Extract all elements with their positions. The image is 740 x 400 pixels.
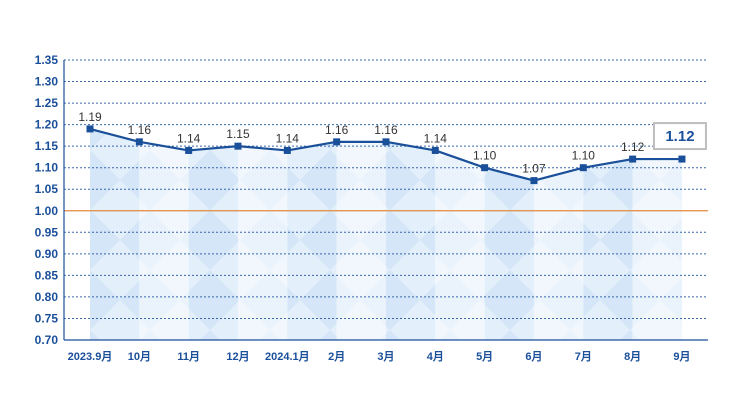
x-tick-labels: 2023.9月 10月 11月 12月 2024.1月 2月 3月 4月 5月 6月 7月 8月 9月 xyxy=(68,350,691,363)
x-tick-label: 7月 xyxy=(575,350,592,363)
area-segment-texture xyxy=(90,128,140,340)
data-label: 1.10 xyxy=(572,149,596,163)
area-segment-texture xyxy=(385,141,436,340)
data-label: 1.16 xyxy=(325,123,349,137)
data-label: 1.14 xyxy=(424,131,448,145)
highlight-box xyxy=(652,122,707,151)
data-point xyxy=(86,125,94,133)
y-tick-label: 0.90 xyxy=(35,247,59,261)
x-tick-label: 9月 xyxy=(673,350,690,363)
y-tick-label: 1.35 xyxy=(35,53,59,67)
x-tick-label: 2023.9月 xyxy=(68,350,113,363)
grid-lines xyxy=(64,59,708,319)
data-label: 1.14 xyxy=(276,131,300,145)
data-label: 1.12 xyxy=(621,140,645,154)
data-point xyxy=(135,138,143,146)
data-point xyxy=(431,146,439,154)
data-label: 1.10 xyxy=(473,149,497,163)
data-point xyxy=(234,142,242,150)
y-tick-label: 0.95 xyxy=(35,225,59,239)
data-label: 1.14 xyxy=(177,131,201,145)
data-label: 1.15 xyxy=(226,127,250,141)
y-tick-label: 1.30 xyxy=(35,75,59,89)
data-point xyxy=(481,164,489,172)
data-point xyxy=(629,155,637,163)
x-tick-label: 12月 xyxy=(226,350,249,363)
x-tick-label: 4月 xyxy=(427,350,444,363)
highlight-value: 1.12 xyxy=(665,128,694,145)
y-tick-label: 1.20 xyxy=(35,118,59,132)
data-label: 1.16 xyxy=(128,123,152,137)
data-labels: 1.19 1.16 1.14 1.15 1.14 1.16 1.16 1.14 1.10 1.07… xyxy=(78,110,644,176)
area-segment-texture xyxy=(336,141,386,340)
highlight-callout: 1.12 xyxy=(652,122,707,151)
area-segment-texture xyxy=(583,159,633,340)
data-point xyxy=(530,177,538,185)
x-tick-label: 2024.1月 xyxy=(265,350,310,363)
data-label: 1.16 xyxy=(374,123,398,137)
x-tick-label: 2月 xyxy=(328,350,345,363)
data-point xyxy=(382,138,390,146)
area-segment-texture xyxy=(188,146,238,340)
area-segment-texture xyxy=(237,146,288,340)
x-tick-label: 3月 xyxy=(377,350,394,363)
data-point xyxy=(283,146,291,154)
area-segment-texture xyxy=(435,150,485,340)
x-tick-label: 5月 xyxy=(476,350,493,363)
area-fill xyxy=(90,128,682,340)
x-tick-label: 11月 xyxy=(177,350,200,363)
y-tick-label: 0.80 xyxy=(35,290,59,304)
data-point xyxy=(185,146,193,154)
data-label: 1.19 xyxy=(78,110,102,124)
x-tick-label: 6月 xyxy=(525,350,542,363)
y-tick-label: 1.25 xyxy=(35,96,59,110)
data-markers xyxy=(86,125,686,185)
y-tick-label: 0.85 xyxy=(35,268,59,282)
y-tick-label: 1.05 xyxy=(35,182,59,196)
data-point xyxy=(333,138,341,146)
y-tick-label: 0.70 xyxy=(35,333,59,347)
data-point xyxy=(579,164,587,172)
area-segment-texture xyxy=(139,141,189,340)
x-tick-label: 8月 xyxy=(624,350,641,363)
data-point xyxy=(678,155,686,163)
y-tick-label: 1.00 xyxy=(35,204,59,218)
y-tick-label: 0.75 xyxy=(35,311,59,325)
y-tick-label: 1.15 xyxy=(35,139,59,153)
area-segment-texture xyxy=(632,159,682,340)
axes xyxy=(63,60,708,341)
data-label: 1.07 xyxy=(522,162,546,176)
y-tick-labels: 0.70 0.75 0.80 0.85 0.90 0.95 1.00 1.05 1.10 1.15… xyxy=(35,53,59,347)
y-tick-label: 1.10 xyxy=(35,161,59,175)
area-segment-texture xyxy=(287,141,337,340)
x-tick-label: 10月 xyxy=(128,350,151,363)
